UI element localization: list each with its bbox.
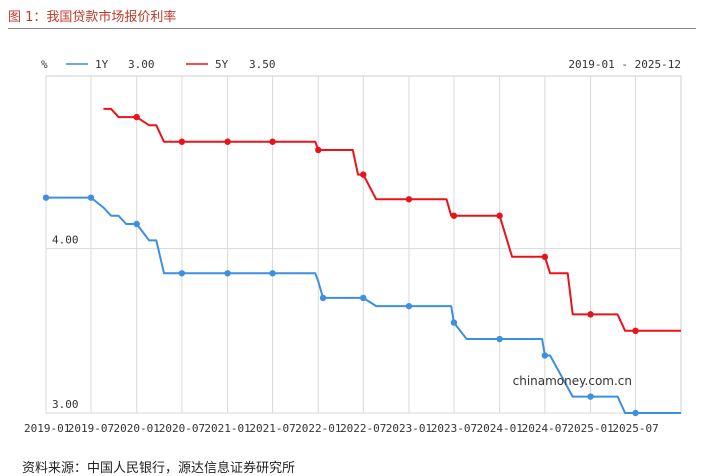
data-point-1y: [632, 409, 639, 417]
data-point-5y: [315, 146, 322, 154]
data-point-1y: [450, 319, 458, 326]
data-point-1y: [319, 294, 327, 302]
data-point-5y: [133, 113, 140, 121]
date-range-label: 2019-01 - 2025-12: [568, 58, 681, 71]
data-point-5y: [541, 253, 549, 261]
x-tick-label: 2023-07: [431, 422, 477, 435]
data-point-1y: [496, 335, 503, 343]
x-tick-label: 2023-01: [386, 422, 432, 435]
data-point-5y: [450, 212, 458, 219]
data-point-5y: [360, 171, 367, 178]
legend-value-1y: 3.00: [128, 58, 155, 71]
x-tick-label: 2025-01: [567, 422, 613, 435]
data-point-1y: [541, 352, 549, 359]
legend-label-5y: 5Y: [215, 58, 229, 71]
x-tick-label: 2020-01: [113, 422, 159, 435]
chart-series: [46, 107, 681, 414]
title-divider: [8, 28, 696, 29]
figure-title: 图 1：我国贷款市场报价利率: [8, 10, 177, 25]
x-tick-label: 2019-01: [24, 422, 70, 435]
watermark: chinamoney.com.cn: [513, 374, 632, 388]
data-point-1y: [178, 270, 186, 277]
x-tick-label: 2022-01: [295, 422, 341, 435]
legend-label-1y: 1Y: [95, 58, 109, 71]
unit-label: %: [41, 58, 48, 71]
data-point-1y: [87, 194, 95, 201]
x-tick-label: 2019-07: [68, 422, 114, 435]
data-point-5y: [178, 138, 186, 145]
data-point-1y: [405, 302, 413, 310]
chart-markers: [42, 113, 639, 417]
data-point-1y: [133, 220, 140, 228]
x-tick-label: 2024-01: [476, 422, 522, 435]
data-point-5y: [405, 196, 413, 203]
data-point-5y: [587, 311, 594, 318]
x-tick-label: 2024-07: [522, 422, 568, 435]
data-point-1y: [269, 270, 276, 277]
y-tick-label: 3.00: [52, 398, 79, 411]
x-tick-label: 2021-07: [249, 422, 295, 435]
data-point-1y: [360, 294, 367, 302]
data-point-1y: [587, 393, 594, 400]
figure-source: 资料来源：中国人民银行，源达信息证券研究所: [22, 461, 296, 476]
series-line-5y: [103, 107, 681, 332]
data-point-5y: [496, 212, 503, 219]
y-tick-label: 4.00: [52, 234, 79, 247]
x-tick-label: 2022-07: [340, 422, 386, 435]
data-point-1y: [42, 194, 50, 201]
x-tick-label: 2021-01: [204, 422, 250, 435]
data-point-5y: [269, 138, 276, 145]
legend-value-5y: 3.50: [249, 58, 276, 71]
data-point-5y: [632, 327, 639, 335]
x-tick-label: 2020-07: [159, 422, 205, 435]
chart-grid: [45, 75, 682, 414]
series-line-1y: [46, 196, 681, 414]
data-point-5y: [224, 138, 231, 145]
x-tick-label: 2025-07: [612, 422, 658, 435]
data-point-1y: [224, 270, 231, 277]
